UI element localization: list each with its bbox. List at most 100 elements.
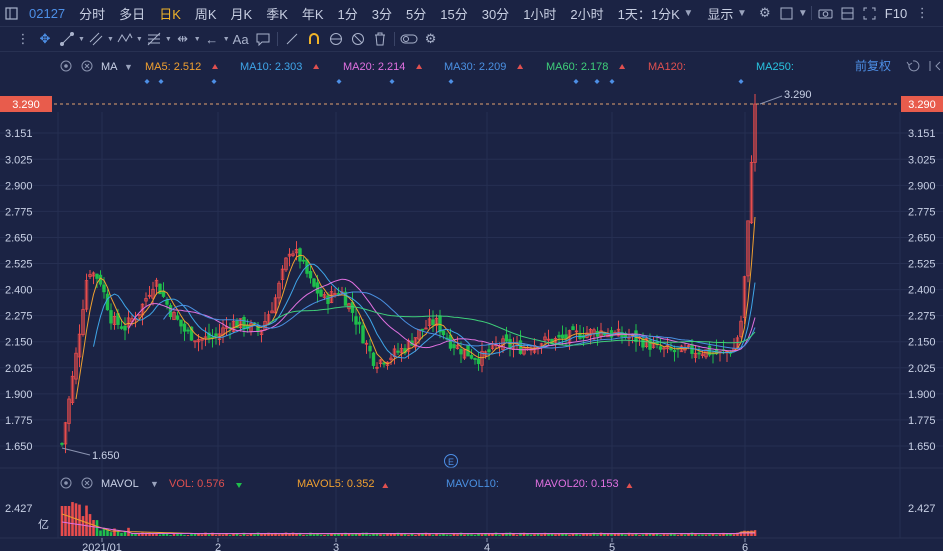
volume-bar: [634, 533, 638, 536]
volume-bar: [498, 534, 501, 536]
volume-bar: [676, 534, 680, 536]
settings-icon[interactable]: ⚙: [759, 5, 771, 20]
period-tab-日K[interactable]: 日K: [159, 6, 181, 22]
chevron-down-icon[interactable]: ▼: [150, 479, 159, 489]
undo-icon[interactable]: [906, 60, 920, 72]
close-icon[interactable]: [81, 477, 93, 489]
period-tab-15分[interactable]: 15分: [440, 6, 468, 22]
sidebar-toggle-icon[interactable]: [0, 2, 22, 24]
period-tab-5分[interactable]: 5分: [406, 6, 427, 22]
candle-body: [147, 294, 152, 297]
hide-icon[interactable]: [347, 28, 369, 50]
volume-bar: [585, 533, 589, 536]
y-tick-label: 1.900: [5, 389, 33, 401]
chevron-down-icon[interactable]: ▼: [135, 35, 143, 43]
kline-chart[interactable]: MA ▼ 前复权 MA5: 2.512 MA10: 2.303 MA20: 2.21…: [0, 52, 943, 551]
event-marker[interactable]: [336, 79, 342, 84]
volume-bar: [701, 534, 704, 536]
event-marker[interactable]: [448, 79, 454, 84]
volume-bar: [239, 534, 242, 536]
event-e-icon[interactable]: E: [444, 454, 458, 468]
fullscreen-icon[interactable]: [859, 2, 881, 24]
event-marker[interactable]: [573, 79, 579, 84]
candle-body: [193, 340, 197, 343]
candle-body: [235, 320, 239, 329]
candle-body: [658, 346, 663, 350]
ma-value-label: MA60: 2.178: [546, 61, 608, 73]
volume-bar: [260, 534, 263, 536]
ruler-icon[interactable]: [281, 28, 303, 50]
range-icon[interactable]: ⇹: [177, 31, 189, 46]
chevron-down-icon[interactable]: ▼: [797, 7, 808, 19]
close-icon[interactable]: [81, 60, 93, 72]
volume-bars: [60, 502, 757, 536]
settings-icon[interactable]: ⚙: [424, 31, 437, 46]
volume-bar: [424, 532, 428, 536]
period-tab-季K[interactable]: 季K: [266, 6, 288, 22]
volume-bar: [396, 532, 400, 536]
camera-icon[interactable]: [815, 2, 837, 24]
checkbox-icon[interactable]: [776, 2, 798, 24]
chevron-down-icon[interactable]: ▼: [78, 35, 85, 43]
volume-bar: [732, 534, 736, 536]
crosshair-icon[interactable]: ✥: [39, 31, 51, 46]
trash-icon[interactable]: [369, 28, 391, 50]
f10-button[interactable]: F10: [884, 5, 908, 21]
period-tab-2小时[interactable]: 2小时: [570, 6, 604, 22]
period-tab-3分[interactable]: 3分: [371, 6, 393, 22]
high-leader: [759, 95, 783, 105]
collapse-icon[interactable]: [929, 61, 941, 71]
event-marker[interactable]: [738, 79, 744, 84]
chevron-down-icon[interactable]: ▼: [222, 35, 230, 43]
period-tab-多日[interactable]: 多日: [119, 6, 146, 22]
lock-icon[interactable]: [398, 28, 420, 50]
stock-code[interactable]: 02127: [29, 5, 66, 21]
period-tab-分时[interactable]: 分时: [79, 6, 106, 22]
handle-icon[interactable]: ⋮: [16, 31, 30, 46]
event-marker[interactable]: [609, 79, 615, 84]
more-icon[interactable]: ⋮: [915, 5, 929, 20]
channel-icon[interactable]: [85, 28, 107, 50]
adjust-label[interactable]: 前复权: [855, 58, 891, 73]
period-tab-月K[interactable]: 月K: [230, 6, 253, 22]
indicator-name[interactable]: MA: [101, 61, 118, 73]
display-menu[interactable]: 显示 ▼: [700, 0, 754, 27]
event-marker[interactable]: [158, 79, 164, 84]
candle-body: [371, 352, 376, 366]
period-tab-年K[interactable]: 年K: [301, 6, 324, 22]
volume-bar: [417, 533, 421, 536]
settings-icon[interactable]: [60, 477, 72, 489]
line-icon[interactable]: [56, 28, 78, 50]
event-marker[interactable]: [211, 79, 217, 84]
volume-bar: [484, 532, 487, 536]
chevron-down-icon[interactable]: ▼: [124, 62, 133, 72]
volume-bar: [116, 530, 120, 536]
fib-icon[interactable]: [143, 28, 165, 50]
settings-icon[interactable]: [60, 60, 72, 72]
period-menu[interactable]: 1天：1分K ▼: [611, 0, 701, 27]
magnet-icon[interactable]: [303, 28, 325, 50]
candle-body: [70, 375, 75, 403]
period-tab-1小时[interactable]: 1小时: [523, 6, 557, 22]
event-marker[interactable]: [389, 79, 395, 84]
layout-icon[interactable]: [837, 2, 859, 24]
chevron-down-icon[interactable]: ▼: [164, 35, 172, 43]
comment-icon[interactable]: [252, 28, 274, 50]
link-icon[interactable]: [325, 28, 347, 50]
candle-body: [441, 330, 446, 336]
x-tick-label: 5: [609, 542, 615, 551]
period-tab-周K[interactable]: 周K: [194, 6, 217, 22]
candle-body: [641, 338, 645, 348]
chevron-down-icon[interactable]: ▼: [106, 35, 114, 43]
period-tab-30分[interactable]: 30分: [481, 6, 510, 22]
event-marker[interactable]: [144, 79, 150, 84]
wave-icon[interactable]: [114, 28, 136, 50]
text-icon[interactable]: Aa: [232, 31, 249, 47]
chevron-down-icon[interactable]: ▼: [193, 35, 201, 43]
period-tab-1分[interactable]: 1分: [337, 6, 358, 22]
arrow-icon[interactable]: ←: [205, 31, 219, 47]
candle-body: [424, 327, 428, 330]
volume-bar: [144, 532, 148, 536]
vol-indicator-name[interactable]: MAVOL: [101, 478, 139, 490]
event-marker[interactable]: [594, 79, 600, 84]
